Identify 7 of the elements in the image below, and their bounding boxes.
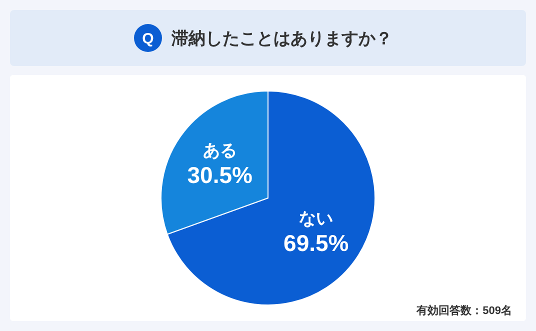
data-label: 30.5% <box>187 162 252 188</box>
text: 有効回答数：509名 <box>416 304 512 317</box>
slice-label: ない <box>299 208 334 228</box>
slice-label: ある <box>202 141 237 160</box>
chart-title: 滞納したことはありますか？ <box>170 29 392 48</box>
text: Q <box>142 30 154 48</box>
data-label: 69.5% <box>284 230 349 256</box>
